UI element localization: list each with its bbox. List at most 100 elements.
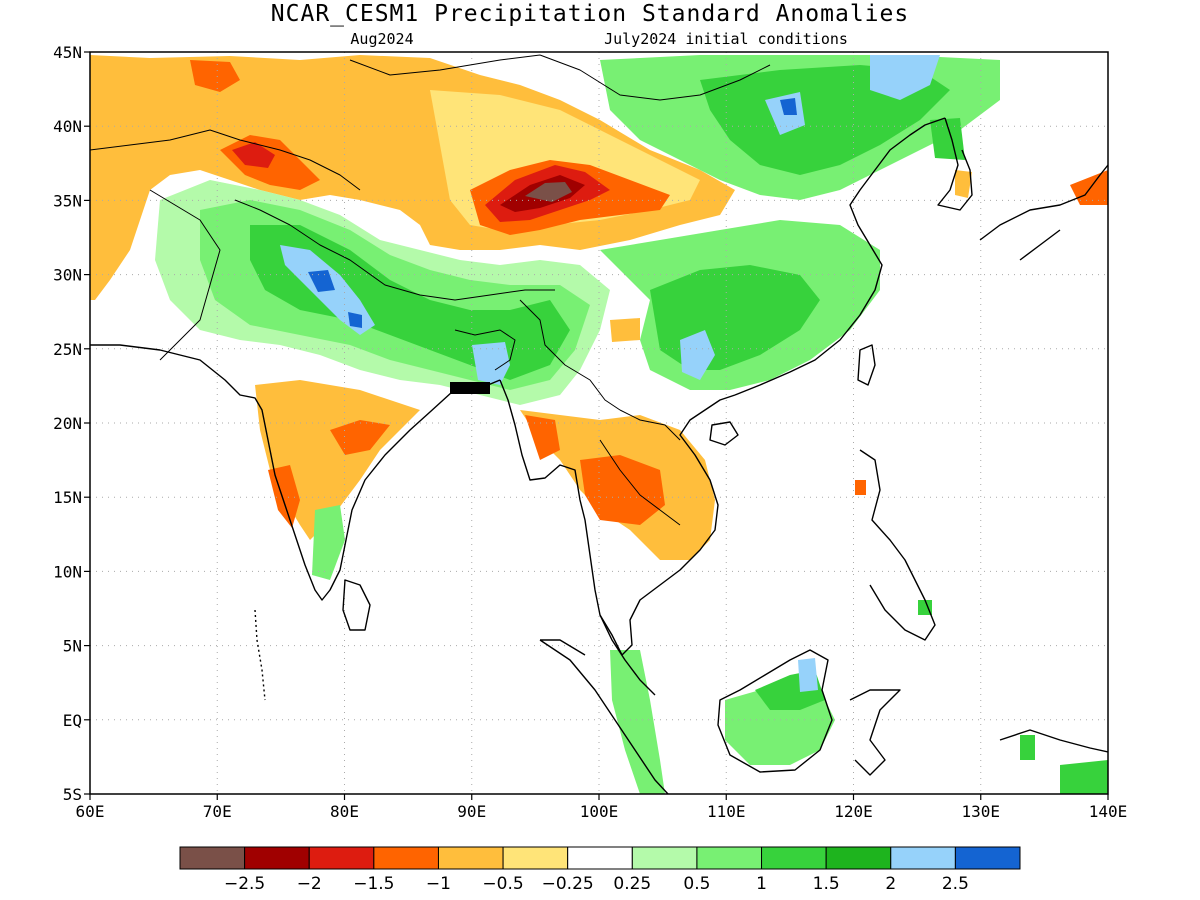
colorbar-label: 2.5 (942, 874, 969, 894)
wet-region-sumatra (610, 650, 665, 794)
wet-region-korea-east (930, 118, 965, 160)
colorbar-swatch (179, 846, 246, 870)
colorbar-swatch (890, 846, 956, 870)
coastline-sulawesi (849, 689, 901, 776)
y-tick-label: 10N (53, 562, 82, 581)
x-tick-label: 140E (1089, 802, 1128, 821)
x-tick-label: 90E (457, 802, 486, 821)
dry-region-mongolia-north (190, 60, 240, 92)
country-borders (90, 54, 771, 526)
coastline-japan (979, 164, 1108, 261)
wet-deep-india-2 (348, 312, 362, 328)
dry-core-myanmar (525, 415, 560, 460)
coastline-india (90, 344, 501, 601)
colorbar-label: 2 (885, 874, 896, 894)
coastline-philippines (859, 449, 936, 641)
colorbar-swatch (437, 846, 504, 870)
coastline-malay-peninsula (599, 614, 656, 696)
dry-core-pamir (232, 142, 275, 168)
anomaly-fields-dry (90, 55, 1108, 560)
colorbar-swatch (244, 846, 310, 870)
x-axis-ticks: 60E 70E 80E 90E 100E 110E 120E 130E 140E (76, 794, 1128, 821)
gridlines (90, 52, 1108, 794)
colorbar-label: −2.5 (224, 874, 265, 894)
wet-region-india-south (312, 505, 345, 580)
coastline-korea (937, 117, 973, 211)
border-mongolia (349, 54, 771, 101)
x-tick-label: 120E (834, 802, 873, 821)
coastline-borneo (717, 649, 833, 773)
colorbar-swatch (373, 846, 439, 870)
coastline-hainan (709, 421, 739, 446)
colorbar-label: −0.25 (542, 874, 594, 894)
y-tick-label: 25N (53, 340, 82, 359)
colorbar-label: −1.5 (353, 874, 394, 894)
coastline-sri-lanka (342, 579, 371, 631)
dry-region-central-asia (90, 55, 735, 300)
wet-spot-mindanao (918, 600, 932, 615)
wet-core-north-india (250, 225, 570, 380)
wet-deep-north-china (780, 98, 797, 115)
coastline-indochina (621, 394, 736, 656)
coastline-new-guinea (999, 729, 1108, 753)
colorbar-label: 1 (756, 874, 767, 894)
wet-blue-south-china (680, 330, 715, 380)
dry-core-india-east (330, 420, 390, 455)
coastline-sumatra (539, 639, 669, 794)
border-indochina (599, 409, 681, 526)
border-bangladesh (454, 329, 516, 371)
border-himalaya (234, 199, 555, 301)
anomaly-fields-wet (155, 55, 1108, 794)
x-tick-label: 80E (330, 802, 359, 821)
border-myanmar (519, 299, 621, 411)
colorbar-label: 0.5 (683, 874, 710, 894)
dry-spot-yunnan (610, 318, 640, 342)
colorbar-label: −1 (426, 874, 451, 894)
coastline-maldives (254, 609, 266, 701)
wet-spot-sulawesi (1020, 735, 1035, 760)
colorbar-swatch (567, 846, 633, 870)
colorbar: −2.5 −2 −1.5 −1 −0.5 −0.25 0.25 0.5 1 1.5 2 2.5 (179, 846, 1021, 894)
colorbar-swatch (825, 846, 892, 870)
border-pakistan-west (149, 189, 221, 361)
wet-blue-bangladesh (472, 342, 510, 385)
y-tick-label: 20N (53, 414, 82, 433)
colorbar-label: 1.5 (813, 874, 840, 894)
figure-title: NCAR_CESM1 Precipitation Standard Anomal… (271, 1, 909, 27)
y-tick-label: 35N (53, 191, 82, 210)
dry-core-indochina (580, 455, 665, 525)
y-tick-label: 40N (53, 117, 82, 136)
bangladesh-delta (450, 382, 490, 394)
colorbar-swatch (761, 846, 827, 870)
y-tick-label: 5S (63, 785, 82, 804)
coastline-china (734, 117, 946, 396)
map-area (90, 52, 1108, 794)
dry-extreme-tibet (525, 182, 572, 202)
colorbar-swatch (502, 846, 569, 870)
wet-deep-india (308, 270, 335, 292)
dry-region-korea (955, 170, 972, 198)
y-tick-label: 45N (53, 43, 82, 62)
y-tick-label: EQ (63, 711, 82, 730)
colorbar-swatch (696, 846, 763, 870)
subtitle-left: Aug2024 (350, 30, 413, 48)
border-central-asia (90, 129, 361, 191)
dry-core-india-west (268, 465, 300, 528)
y-tick-label: 15N (53, 488, 82, 507)
wet-blue-borneo (798, 658, 818, 692)
x-tick-label: 130E (961, 802, 1000, 821)
colorbar-swatch (308, 846, 375, 870)
colorbar-label: 0.25 (613, 874, 651, 894)
coastline-taiwan (857, 344, 876, 386)
colorbar-swatch (631, 846, 698, 870)
x-tick-label: 110E (707, 802, 746, 821)
coastline-bay-bengal-east (499, 379, 623, 656)
wet-region-new-guinea (1060, 760, 1108, 794)
x-tick-label: 60E (76, 802, 105, 821)
dry-spot-luzon (855, 480, 866, 495)
y-tick-label: 30N (53, 266, 82, 285)
y-axis-ticks: 5S EQ 5N 10N 15N 20N 25N 30N 35N 40N 45N (53, 43, 90, 804)
colorbar-label: −2 (297, 874, 322, 894)
x-tick-label: 100E (580, 802, 619, 821)
